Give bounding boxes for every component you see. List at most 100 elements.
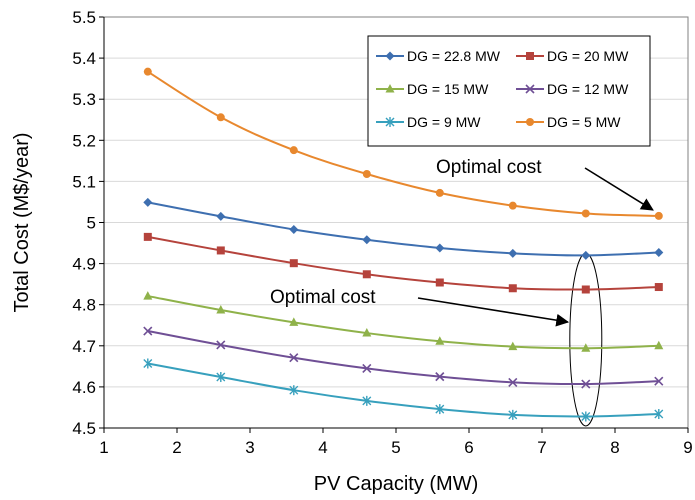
data-point [216, 113, 225, 122]
y-tick-label: 5.1 [72, 172, 96, 191]
data-point [216, 372, 226, 383]
data-point [581, 379, 591, 389]
marker-stroke [508, 377, 518, 387]
data-point [362, 395, 372, 406]
series-4 [143, 358, 664, 422]
data-point [654, 283, 663, 292]
data-point [143, 326, 153, 336]
data-point [435, 372, 445, 382]
marker-stroke [143, 326, 153, 336]
legend-swatch-marker [526, 118, 534, 126]
marker-stroke [216, 340, 226, 350]
legend-item: DG = 9 MW [376, 114, 481, 130]
data-point [581, 411, 591, 422]
y-tick-label: 4.6 [72, 378, 96, 397]
series-5 [143, 67, 663, 220]
data-point [581, 285, 590, 294]
annotations: Optimal cost Optimal cost [270, 157, 654, 327]
marker-stroke [581, 379, 591, 389]
series-3 [143, 326, 664, 389]
data-point [362, 270, 371, 279]
x-axis-title: PV Capacity (MW) [314, 473, 478, 495]
x-tick-label: 9 [683, 438, 692, 457]
legend-swatch-marker [525, 84, 535, 94]
y-tick-label: 5.2 [72, 131, 96, 150]
data-point [581, 209, 590, 218]
data-point [581, 250, 591, 260]
series-1 [143, 232, 663, 294]
legend-label: DG = 12 MW [547, 81, 629, 97]
data-point [508, 341, 518, 351]
optimal-ellipse-shape [569, 252, 603, 427]
annotation-arrow [584, 167, 654, 211]
data-point [362, 170, 371, 179]
marker-stroke [435, 372, 445, 382]
legend-swatch-marker [385, 84, 395, 93]
data-point [289, 259, 298, 268]
legend-item: DG = 5 MW [516, 114, 621, 130]
marker-stroke [525, 84, 535, 94]
legend-box [367, 35, 651, 147]
x-tick-label: 6 [464, 438, 473, 457]
series-line [147, 330, 659, 386]
annotation-label: Optimal cost [436, 157, 542, 178]
series-line [147, 295, 659, 350]
data-point [362, 363, 372, 373]
series-group [143, 67, 664, 422]
legend-swatch-marker [526, 52, 534, 60]
data-point [435, 243, 445, 253]
legend-label: DG = 15 MW [407, 81, 489, 97]
data-point [216, 340, 226, 350]
legend-item: DG = 22.8 MW [376, 48, 501, 64]
data-point [289, 317, 299, 326]
legend-label: DG = 20 MW [547, 48, 629, 64]
y-tick-label: 4.8 [72, 296, 96, 315]
data-point [143, 197, 153, 207]
marker-stroke [654, 376, 664, 386]
data-point [508, 201, 517, 210]
data-point [654, 248, 664, 258]
y-tick-label: 5 [87, 214, 96, 233]
legend-item: DG = 15 MW [376, 81, 489, 97]
legend-item: DG = 12 MW [516, 81, 629, 97]
x-tick-label: 2 [172, 438, 181, 457]
data-point [216, 246, 225, 255]
series-2 [143, 291, 664, 352]
marker-stroke [289, 353, 299, 363]
data-point [289, 385, 299, 396]
x-tick-label: 8 [610, 438, 619, 457]
data-point [362, 235, 372, 245]
optimal-ellipse [569, 252, 603, 427]
data-point [289, 224, 299, 234]
data-point [435, 404, 445, 415]
y-tick-label: 5.4 [72, 49, 96, 68]
data-point [216, 211, 226, 221]
legend-label: DG = 5 MW [547, 114, 621, 130]
legend-swatch-marker [385, 51, 395, 61]
y-tick-label: 5.3 [72, 90, 96, 109]
y-tick-label: 4.5 [72, 419, 96, 438]
data-point [508, 377, 518, 387]
data-point [143, 291, 153, 300]
marker-stroke [362, 363, 372, 373]
data-point [362, 328, 372, 337]
y-tick-label: 4.9 [72, 255, 96, 274]
data-point [508, 248, 518, 258]
data-point [289, 146, 298, 155]
y-tick-label: 5.5 [72, 8, 96, 27]
legend: DG = 22.8 MW DG = 20 MW DG = 15 MW DG = 12 … [367, 35, 651, 147]
axes: 4.5 4.6 4.7 4.8 4.9 5 5.1 5.2 5.3 5.4 5.5 1 2 3 4 5 6 7 8 9 [72, 8, 692, 457]
x-tick-label: 1 [99, 438, 108, 457]
data-point [435, 188, 444, 197]
x-tick-label: 7 [537, 438, 546, 457]
x-tick-label: 3 [245, 438, 254, 457]
series-line [147, 362, 659, 418]
data-point [654, 211, 663, 220]
data-point [654, 376, 664, 386]
x-tick-label: 5 [391, 438, 400, 457]
annotation-arrow [417, 297, 570, 327]
series-0 [143, 197, 664, 260]
legend-label: DG = 22.8 MW [407, 48, 501, 64]
data-point [581, 343, 591, 352]
